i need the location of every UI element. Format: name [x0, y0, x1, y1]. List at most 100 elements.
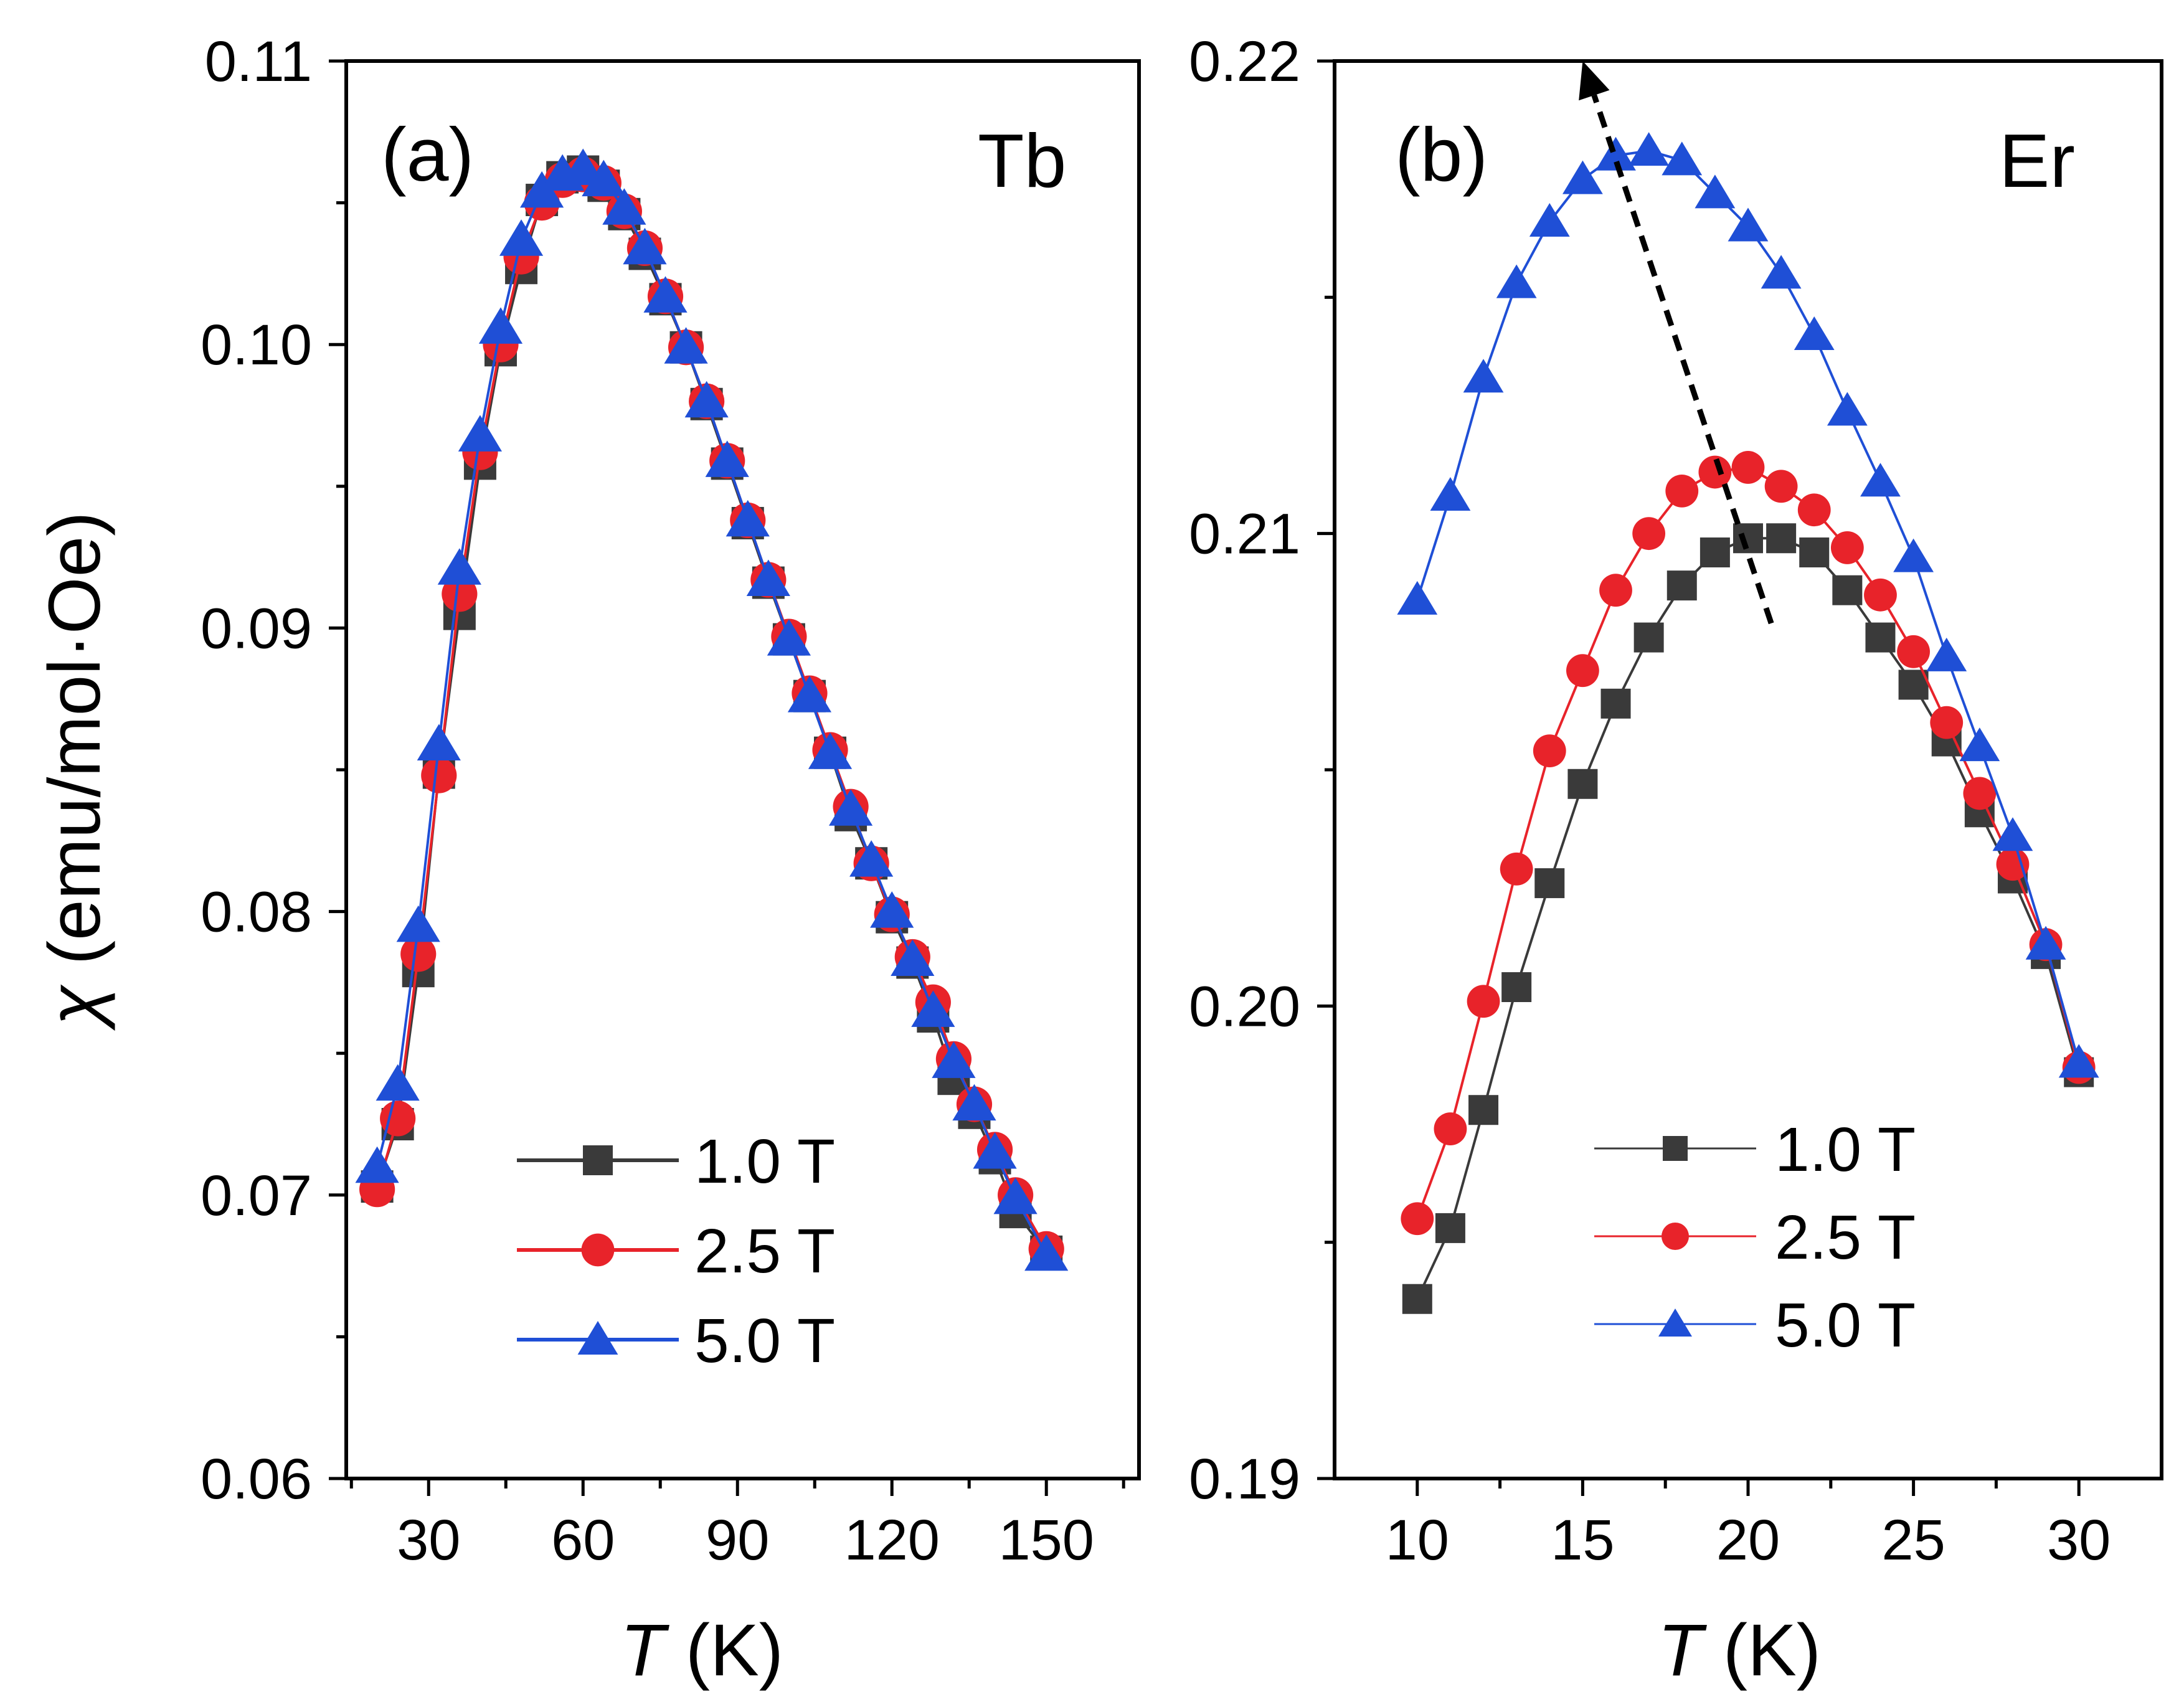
panel-a-data-point: [767, 619, 811, 656]
y-axis-title: χ (emu/mol·Oe): [34, 512, 116, 1031]
panel-b-data-point: [1897, 635, 1931, 668]
panel-b-y-tick-label: 0.20: [1189, 975, 1300, 1038]
panel-b-x-tick-label: 30: [2047, 1508, 2111, 1572]
panel-a-y-tick-label: 0.07: [201, 1164, 312, 1228]
panel-a-data-point: [808, 732, 853, 769]
panel-a-x-var: T: [620, 1609, 670, 1692]
panel-b-x-tick-label: 15: [1551, 1508, 1614, 1572]
panel-a-data-point: [1024, 1234, 1069, 1271]
panel-a-data-point: [828, 789, 873, 826]
panel-a-legend-entry: 5.0 T: [517, 1306, 835, 1376]
panel-a-data-point: [787, 676, 832, 712]
panel-b-data-point: [1860, 463, 1901, 497]
panel-b-data-point: [1963, 777, 1997, 810]
panel-a-data-point: [396, 905, 440, 942]
panel-b-data-point: [1629, 132, 1670, 166]
panel-a-data-point: [582, 159, 626, 197]
panel-a-data-point: [561, 148, 605, 185]
panel-b-data-point: [1567, 769, 1598, 799]
panel-b-x-tick-label: 10: [1386, 1508, 1449, 1572]
panel-a-data-point: [870, 891, 914, 928]
panel-a-y-tick-label: 0.10: [201, 313, 312, 377]
panel-a-data-point: [664, 327, 708, 364]
panel-b-data-point: [1435, 1213, 1465, 1243]
panel-b-data-point: [1468, 1095, 1499, 1125]
panel-b-data-point: [1699, 537, 1730, 568]
panel-a-y-tick-label: 0.06: [201, 1447, 312, 1511]
panel-a-data-point: [643, 276, 688, 313]
panel-b-label: (b): [1395, 112, 1488, 197]
panel-b-data-point: [1731, 451, 1765, 484]
panel-b-x-axis-title: T (K): [1658, 1609, 1821, 1692]
panel-a-data-point: [849, 840, 894, 877]
panel-b-data-point: [1797, 493, 1831, 527]
panel-a-x-tick-label: 30: [397, 1508, 460, 1572]
panel-a-y-tick-label: 0.09: [201, 597, 312, 660]
panel-a-x-axis-title: T (K): [620, 1609, 783, 1692]
panel-a-x-tick-label: 120: [844, 1508, 940, 1572]
panel-a-legend-marker: [577, 1321, 618, 1355]
panel-b-data-point: [1632, 517, 1666, 551]
panel-b-data-point: [1434, 1112, 1467, 1145]
panel-b-data-point: [1500, 852, 1533, 886]
panel-b-y-tick-label: 0.21: [1189, 503, 1300, 566]
panel-a-x-tick-label: 90: [706, 1508, 769, 1572]
panel-a-data-point: [993, 1177, 1038, 1214]
panel-b-data-point: [1430, 476, 1471, 511]
panel-b-legend-marker: [1663, 1136, 1688, 1161]
panel-b-data-point: [1662, 141, 1703, 176]
panel-a-data-point: [499, 219, 544, 256]
panel-a-data-point: [705, 440, 749, 477]
panel-b-legend-entry: 2.5 T: [1594, 1203, 1916, 1272]
panel-b-series-2: [1401, 451, 2096, 1236]
panel-b-y-tick-label: 0.22: [1189, 30, 1300, 93]
panel-a-data-point: [355, 1146, 399, 1183]
panel-b-legend: 1.0 T 2.5 T 5.0 T: [1594, 1115, 1916, 1360]
panel-b-legend-label: 5.0 T: [1775, 1290, 1916, 1360]
panel-b-x-unit: (K): [1723, 1609, 1821, 1692]
panel-b-data-point: [1501, 972, 1532, 1002]
panel-a-series-3: [355, 148, 1069, 1271]
panel-b-data-point: [1930, 706, 1964, 739]
panel-b-data-point: [1996, 848, 2030, 881]
panel-a-legend: 1.0 T 2.5 T 5.0 T: [517, 1127, 835, 1376]
panel-a-data-point: [421, 757, 457, 793]
panel-b-data-point: [1832, 575, 1863, 605]
panel-b-legend-entry: 5.0 T: [1594, 1290, 1916, 1360]
panel-a-data-point: [726, 499, 770, 537]
panel-b-data-point: [1397, 580, 1438, 615]
panel-b-annotation: [1579, 61, 1774, 625]
panel-b-data-point: [1562, 160, 1603, 194]
panel-a-data-point: [952, 1084, 996, 1121]
panel-b-data-point: [1665, 474, 1699, 508]
panel-b-data-point: [1463, 359, 1504, 393]
panel-b-x-tick-label: 25: [1881, 1508, 1945, 1572]
panel-a-series: [355, 148, 1069, 1271]
panel-a-y-tick-label: 0.08: [201, 881, 312, 944]
panel-b-data-point: [1865, 622, 1896, 653]
panel-b-data-point: [1695, 174, 1736, 209]
panel-a-data-point: [400, 936, 437, 972]
panel-b-data-point: [1633, 622, 1664, 653]
panel-a-data-point: [623, 227, 667, 265]
panel-b-data-point: [1959, 727, 2000, 762]
panel-b: 10 15 20 25 300.190.200.210.22 (b) Er T (K) …: [1189, 30, 2163, 1692]
panel-b-data-point: [2058, 1044, 2099, 1078]
panel-a-data-point: [911, 990, 955, 1027]
panel-b-series-line: [1416, 537, 2081, 1300]
dashed-arrow-head: [1579, 61, 1610, 101]
panel-b-data-point: [1728, 207, 1769, 242]
panel-b-title: Er: [1999, 118, 2075, 203]
panel-a-legend-label: 5.0 T: [694, 1306, 835, 1376]
panel-a-title: Tb: [978, 118, 1066, 203]
panel-b-frame: [1333, 59, 2163, 1480]
panel-b-data-point: [1496, 264, 1537, 298]
panel-a-x-tick-label: 60: [551, 1508, 615, 1572]
panel-a-data-point: [746, 559, 790, 597]
panel-a-data-point: [417, 724, 461, 761]
panel-b-data-point: [1534, 868, 1565, 899]
panel-b-data-point: [1766, 523, 1797, 554]
panel-b-x-tick-label: 20: [1716, 1508, 1780, 1572]
panel-b-legend-entry: 1.0 T: [1594, 1115, 1916, 1185]
panel-b-x-var: T: [1658, 1609, 1708, 1692]
